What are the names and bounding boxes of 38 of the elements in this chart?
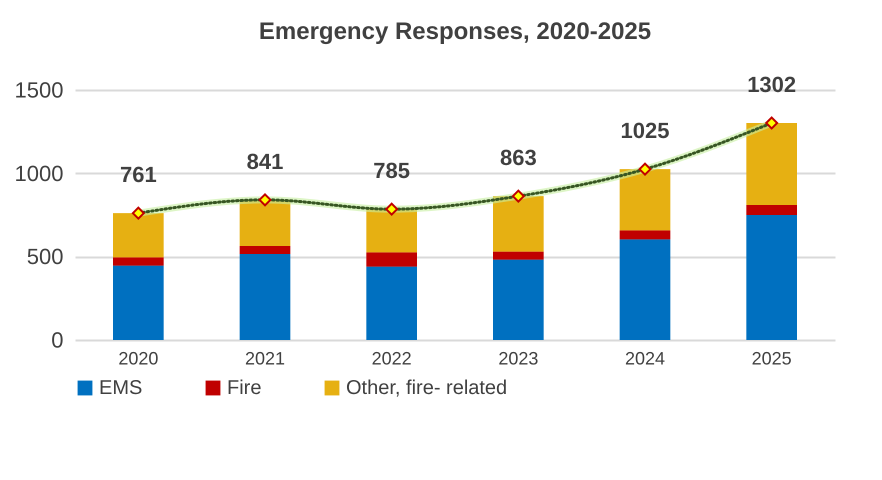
data-label: 841 [246, 148, 284, 174]
y-tick-label: 0 [51, 328, 64, 352]
x-tick-label: 2023 [498, 348, 538, 368]
x-tick-label: 2020 [118, 348, 158, 368]
data-label: 1025 [620, 118, 670, 144]
bar [366, 266, 417, 340]
bar [366, 252, 417, 267]
bar [240, 246, 290, 254]
x-tick-label: 2021 [244, 348, 286, 368]
bar [240, 254, 290, 340]
data-label: 863 [500, 145, 537, 170]
x-tick-label: 2022 [372, 348, 412, 368]
bar [746, 215, 797, 340]
y-tick-label: 500 [26, 244, 64, 270]
bar [113, 213, 164, 258]
bar [240, 200, 290, 246]
bar [493, 260, 544, 340]
bar [493, 196, 544, 252]
bar [620, 239, 670, 340]
x-tick-label: 2025 [752, 348, 792, 368]
bar [620, 230, 670, 240]
bar [746, 205, 797, 215]
bar [493, 252, 544, 260]
bar [620, 169, 670, 230]
bar [746, 123, 797, 205]
data-label: 785 [373, 158, 410, 184]
chart-title: Emergency Responses, 2020-2025 [258, 18, 652, 45]
x-tick-label: 2024 [624, 348, 666, 368]
legend-label: EMS [99, 377, 142, 399]
bar [113, 257, 164, 266]
bar [366, 209, 417, 252]
bar [113, 266, 164, 340]
data-label: 761 [120, 162, 157, 188]
data-label: 1302 [747, 72, 796, 97]
y-tick-label: 1500 [14, 78, 64, 102]
legend-label: Other, fire- related [346, 377, 508, 399]
y-tick-label: 1000 [14, 160, 64, 186]
legend-label: Fire [227, 377, 262, 399]
